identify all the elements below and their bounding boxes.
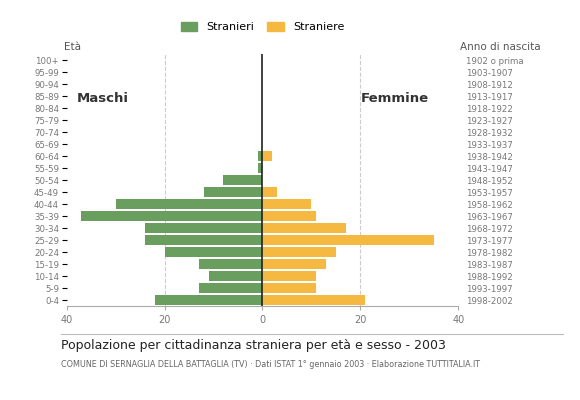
Bar [155,295,263,305]
Bar [165,247,263,257]
Bar [258,163,263,173]
Bar [145,223,263,233]
Bar [263,211,316,221]
Bar [263,199,311,209]
Bar [263,187,277,197]
Bar [209,271,263,281]
Bar [204,187,263,197]
Text: Età: Età [64,42,81,52]
Text: Anno di nascita: Anno di nascita [460,42,541,52]
Text: COMUNE DI SERNAGLIA DELLA BATTAGLIA (TV) · Dati ISTAT 1° gennaio 2003 · Elaboraz: COMUNE DI SERNAGLIA DELLA BATTAGLIA (TV)… [61,360,480,369]
Legend: Stranieri, Straniere: Stranieri, Straniere [180,22,345,32]
Bar [263,223,346,233]
Bar [263,235,434,245]
Bar [223,175,263,185]
Bar [81,211,263,221]
Bar [199,259,263,269]
Bar [263,151,272,161]
Bar [145,235,263,245]
Bar [115,199,263,209]
Text: Femmine: Femmine [360,92,429,105]
Bar [263,247,336,257]
Bar [263,283,316,293]
Text: Maschi: Maschi [77,92,129,105]
Bar [263,271,316,281]
Bar [263,295,365,305]
Text: Popolazione per cittadinanza straniera per età e sesso - 2003: Popolazione per cittadinanza straniera p… [61,339,446,352]
Bar [199,283,263,293]
Bar [258,151,263,161]
Bar [263,259,326,269]
